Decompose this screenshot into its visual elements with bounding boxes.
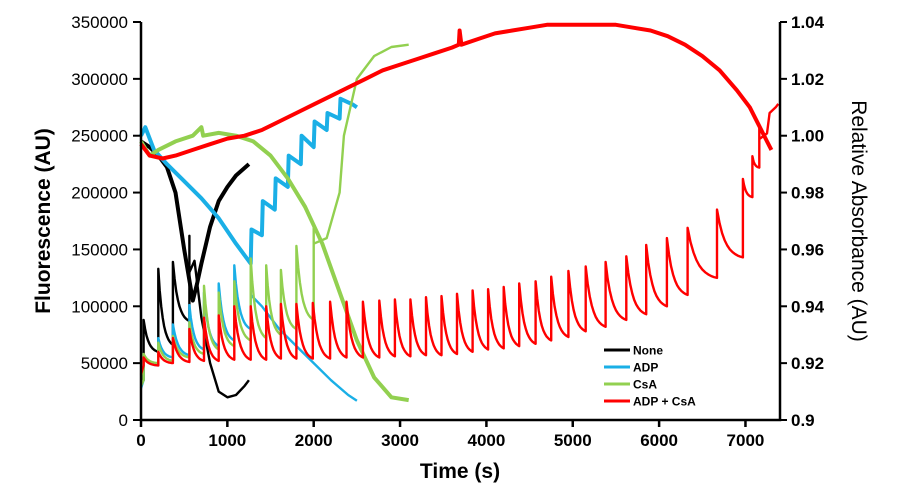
y-axis-title: Fluorescence (AU) <box>32 128 55 314</box>
x-tick-label: 5000 <box>554 431 592 450</box>
fluorescence-line-csa <box>139 43 409 387</box>
absorbance-line-adp <box>139 96 359 266</box>
y2-tick-label: 0.94 <box>791 297 825 316</box>
y2-tick-label: 1.00 <box>791 127 824 146</box>
y2-axis-title: Relative Absorbance (AU) <box>847 100 870 342</box>
legend-label-csa: CsA <box>633 378 657 392</box>
y-ticks: 0 50000 100000 150000 200000 250000 300000 3500… <box>71 13 141 430</box>
series-adp <box>139 96 359 402</box>
legend-label-adp-csa: ADP + CsA <box>633 395 696 409</box>
x-tick-label: 1000 <box>208 431 246 450</box>
fluorescence-line-none <box>139 234 250 399</box>
series-layer <box>139 22 780 403</box>
y2-tick-label: 0.96 <box>791 240 824 259</box>
legend-label-adp: ADP <box>633 361 658 375</box>
x-tick-label: 3000 <box>381 431 419 450</box>
series-csa <box>139 43 410 403</box>
y2-tick-label: 0.92 <box>791 354 824 373</box>
x-axis-title: Time (s) <box>420 460 500 483</box>
y2-tick-label: 0.98 <box>791 184 824 203</box>
y-tick-label: 0 <box>119 411 128 430</box>
fluorescence-line-adp-csa <box>139 103 780 375</box>
y-tick-label: 200000 <box>71 184 128 203</box>
y-tick-label: 300000 <box>71 70 128 89</box>
y-tick-label: 350000 <box>71 13 128 32</box>
y2-tick-label: 1.02 <box>791 70 824 89</box>
x-tick-label: 2000 <box>295 431 333 450</box>
y2-ticks: 0.9 0.92 0.94 0.96 0.98 1.00 1.02 1.04 <box>780 13 825 430</box>
x-tick-label: 0 <box>136 431 145 450</box>
absorbance-line-adp-csa <box>139 22 774 161</box>
absorbance-line-csa <box>139 125 410 403</box>
y-tick-label: 250000 <box>71 127 128 146</box>
x-tick-label: 4000 <box>467 431 505 450</box>
y2-tick-label: 1.04 <box>791 13 825 32</box>
legend-label-none: None <box>633 344 663 358</box>
legend: None ADP CsA ADP + CsA <box>604 344 696 409</box>
x-tick-label: 6000 <box>640 431 678 450</box>
y-tick-label: 50000 <box>81 354 128 373</box>
y-tick-label: 100000 <box>71 297 128 316</box>
y2-tick-label: 0.9 <box>791 411 815 430</box>
y-tick-label: 150000 <box>71 240 128 259</box>
fluorescence-line-adp <box>139 247 358 402</box>
x-ticks: 0 1000 2000 3000 4000 5000 6000 7000 <box>136 420 764 450</box>
series-adp-csa <box>139 22 780 375</box>
axes: 0 1000 2000 3000 4000 5000 6000 7000 0 50000 1000… <box>71 13 824 450</box>
x-tick-label: 7000 <box>727 431 765 450</box>
